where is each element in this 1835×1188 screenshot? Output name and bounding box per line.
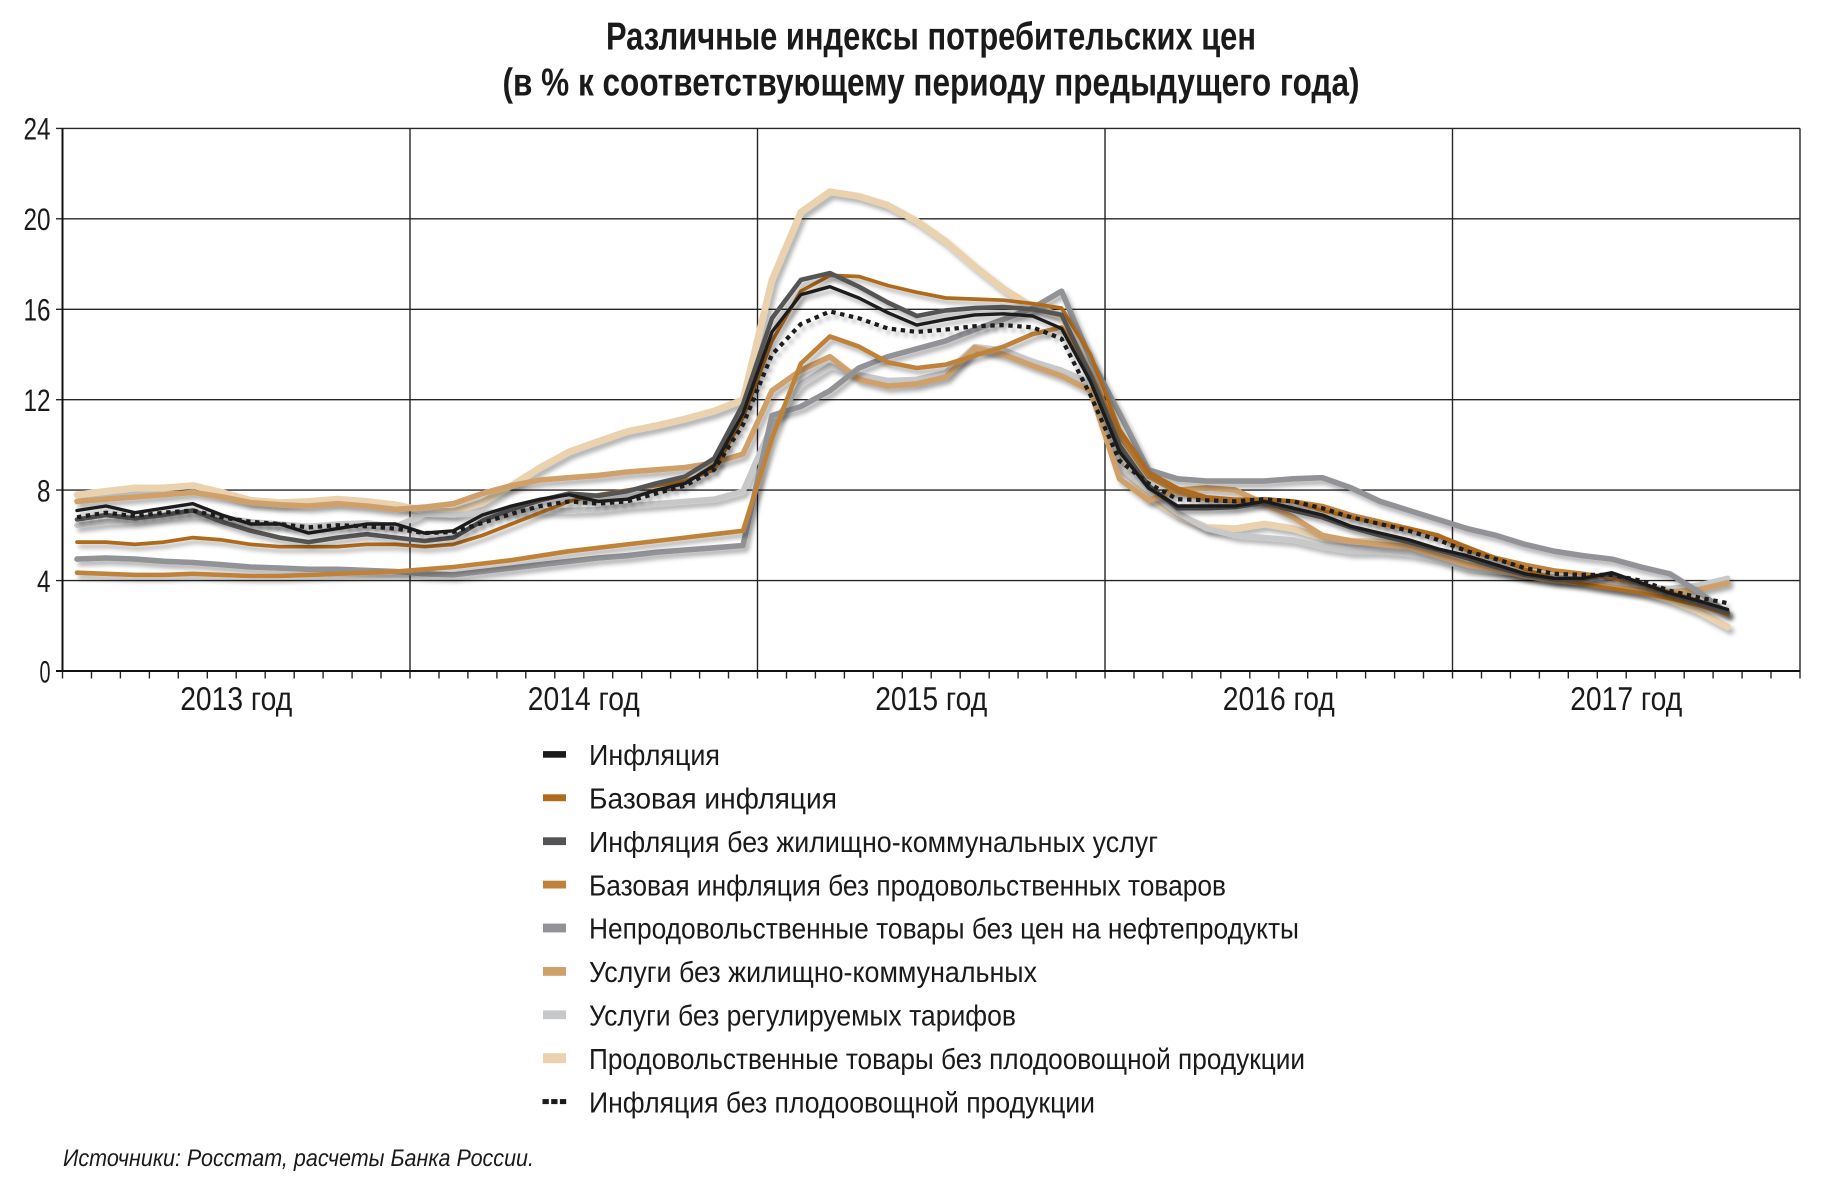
- svg-text:Инфляция: Инфляция: [589, 740, 720, 772]
- svg-text:2013 год: 2013 год: [180, 680, 292, 717]
- svg-text:16: 16: [24, 293, 51, 328]
- svg-text:12: 12: [24, 383, 51, 418]
- svg-text:Непродовольственные товары без: Непродовольственные товары без цен на не…: [589, 914, 1299, 946]
- svg-text:2015 год: 2015 год: [875, 680, 987, 717]
- svg-text:Инфляция без плодоовощной прод: Инфляция без плодоовощной продукции: [589, 1087, 1095, 1119]
- svg-text:2016 год: 2016 год: [1223, 680, 1335, 717]
- svg-text:8: 8: [37, 473, 51, 508]
- svg-text:Базовая инфляция: Базовая инфляция: [589, 784, 837, 816]
- svg-text:4: 4: [37, 564, 51, 599]
- svg-text:Услуги без регулируемых тарифо: Услуги без регулируемых тарифов: [589, 1001, 1016, 1033]
- svg-text:24: 24: [24, 112, 51, 147]
- svg-text:0: 0: [40, 654, 51, 689]
- svg-text:Базовая инфляция без продоволь: Базовая инфляция без продовольственных т…: [589, 870, 1226, 902]
- svg-text:Продовольственные товары без п: Продовольственные товары без плодоовощно…: [589, 1044, 1305, 1076]
- svg-text:(в % к соответствующему период: (в % к соответствующему периоду предыдущ…: [503, 62, 1360, 105]
- svg-text:Различные индексы потребительс: Различные индексы потребительских цен: [606, 16, 1256, 59]
- svg-text:2014 год: 2014 год: [528, 680, 640, 717]
- svg-text:20: 20: [24, 202, 51, 237]
- svg-text:Источники: Росстат, расчеты Ба: Источники: Росстат, расчеты Банка России…: [63, 1145, 534, 1172]
- svg-text:Инфляция без жилищно-коммуналь: Инфляция без жилищно-коммунальных услуг: [589, 827, 1158, 859]
- svg-text:2017 год: 2017 год: [1570, 680, 1682, 717]
- svg-text:Услуги без жилищно-коммунальны: Услуги без жилищно-коммунальных: [589, 957, 1037, 989]
